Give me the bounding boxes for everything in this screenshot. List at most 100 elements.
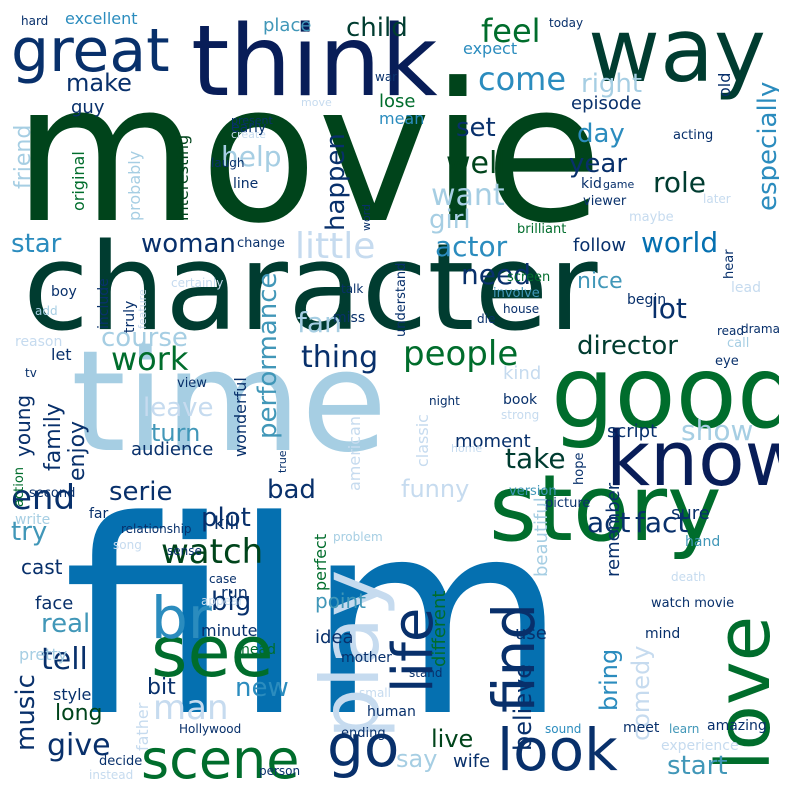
word-tv: tv xyxy=(25,366,37,380)
word-leave: leave xyxy=(143,393,214,423)
word-ending: ending xyxy=(341,726,386,741)
word-maybe: maybe xyxy=(629,210,674,225)
word-action: action xyxy=(12,466,27,507)
word-know: know xyxy=(606,414,779,503)
word-line: line xyxy=(233,176,259,192)
word-death: death xyxy=(671,570,706,584)
word-die: die xyxy=(477,312,496,326)
word-happen: happen xyxy=(321,133,351,231)
word-amazing: amazing xyxy=(707,718,767,734)
word-try: try xyxy=(11,517,48,547)
word-meet: meet xyxy=(623,720,660,736)
word-relationship: relationship xyxy=(121,522,192,536)
word-help: help xyxy=(221,140,282,173)
word-film: film xyxy=(63,464,568,776)
word-face: face xyxy=(35,593,74,614)
word-guy: guy xyxy=(71,97,105,118)
word-appear: appear xyxy=(201,594,244,608)
word-book: book xyxy=(503,392,538,408)
word-instead: instead xyxy=(89,768,134,779)
word-right: right xyxy=(581,69,643,99)
word-need: need xyxy=(461,258,531,291)
word-moment: moment xyxy=(455,431,531,452)
word-tell: tell xyxy=(41,642,88,677)
word-well: well xyxy=(446,146,506,181)
word-certainly: certainly xyxy=(171,276,224,290)
word-problem: problem xyxy=(333,530,383,544)
word-night: night xyxy=(429,394,460,408)
word-man: man xyxy=(153,688,229,728)
word-big: big xyxy=(211,587,252,617)
word-american: american xyxy=(345,416,364,491)
word-hand: hand xyxy=(685,534,721,550)
word-mean: mean xyxy=(379,109,425,128)
word-today: today xyxy=(549,16,584,30)
word-especially: especially xyxy=(753,81,779,211)
word-person: person xyxy=(259,764,301,778)
word-sense: sense xyxy=(167,544,202,558)
word-brilliant: brilliant xyxy=(517,222,567,237)
word-new: new xyxy=(235,673,289,703)
word-make: make xyxy=(66,69,132,97)
word-feel: feel xyxy=(481,12,541,50)
word-wonderful: wonderful xyxy=(231,377,250,457)
word-mind: mind xyxy=(645,626,681,642)
word-laugh: laugh xyxy=(211,156,245,170)
word-scene: scene xyxy=(141,728,300,780)
word-turn: turn xyxy=(151,419,201,447)
word-funny: funny xyxy=(401,475,470,503)
word-hope: hope xyxy=(572,452,587,485)
word-second: second xyxy=(29,486,76,501)
word-original: original xyxy=(69,151,88,211)
word-read: read xyxy=(717,324,745,338)
word-hard: hard xyxy=(21,14,49,28)
word-year: year xyxy=(569,149,628,179)
word-change: change xyxy=(237,236,285,251)
word-fact: fact xyxy=(635,506,689,539)
word-boy: boy xyxy=(51,284,77,300)
word-reason: reason xyxy=(15,334,63,350)
word-later: later xyxy=(703,192,731,206)
word-believe: believe xyxy=(509,663,537,751)
word-friend: friend xyxy=(11,124,36,189)
word-fan: fan xyxy=(297,306,342,339)
word-talk: talk xyxy=(341,282,364,296)
word-stand: stand xyxy=(409,666,443,680)
word-go: go xyxy=(327,712,400,779)
word-true: true xyxy=(276,450,289,473)
word-acting: acting xyxy=(673,128,714,143)
word-plot: plot xyxy=(201,503,251,533)
word-present: present xyxy=(231,114,273,127)
word-great: great xyxy=(11,16,170,86)
word-kill: kill xyxy=(214,513,240,534)
word-wife: wife xyxy=(453,751,491,772)
word-learn: learn xyxy=(669,722,700,736)
word-viewer: viewer xyxy=(583,194,627,209)
word-serie: serie xyxy=(109,477,173,507)
word-old: old xyxy=(715,72,734,97)
word-way: way xyxy=(588,11,766,102)
word-time: time xyxy=(71,321,388,484)
word-run: run xyxy=(221,583,248,602)
word-good: good xyxy=(551,334,779,451)
word-role: role xyxy=(653,166,707,199)
word-create: create xyxy=(231,128,266,141)
word-view: view xyxy=(177,376,207,391)
word-include: include xyxy=(96,278,112,329)
word-hear: hear xyxy=(722,249,737,279)
word-minute: minute xyxy=(201,621,258,640)
word-decide: decide xyxy=(99,754,143,769)
word-bad: bad xyxy=(267,475,316,505)
word-script: script xyxy=(607,421,658,442)
word-thing: thing xyxy=(301,340,379,375)
word-move: move xyxy=(301,96,332,109)
word-human: human xyxy=(367,704,416,720)
word-young: young xyxy=(11,394,35,457)
word-actor: actor xyxy=(435,230,508,263)
word-course: course xyxy=(101,323,188,353)
word-strong: strong xyxy=(501,408,540,422)
word-start: start xyxy=(667,751,728,779)
word-enjoy: enjoy xyxy=(65,420,90,481)
word-miss: miss xyxy=(333,310,366,326)
word-picture: picture xyxy=(545,496,591,511)
